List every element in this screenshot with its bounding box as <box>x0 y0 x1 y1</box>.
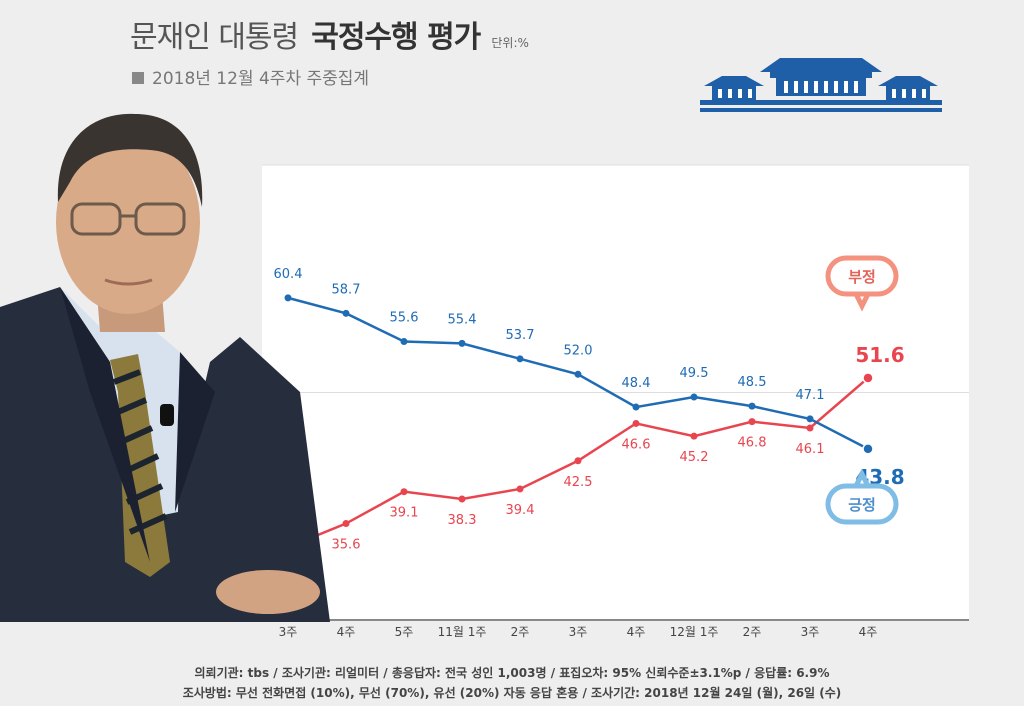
unit-label: 단위:% <box>491 36 529 50</box>
data-label-positive: 55.4 <box>448 312 477 327</box>
lapel-mic <box>160 404 174 426</box>
data-point-positive <box>632 403 640 411</box>
data-label-positive: 55.6 <box>390 311 419 326</box>
x-tick-label: 11월 1주 <box>438 625 487 639</box>
title-emphasis: 국정수행 평가 <box>311 20 481 55</box>
chart-title: 문재인 대통령 국정수행 평가 단위:% <box>130 12 529 56</box>
data-point-negative <box>690 432 698 440</box>
data-label-negative: 46.8 <box>738 436 767 451</box>
x-tick-label: 4주 <box>859 625 878 639</box>
title-main: 문재인 대통령 <box>130 20 299 55</box>
legend-label-negative: 부정 <box>848 268 876 286</box>
footnote-line-1: 의뢰기관: tbs / 조사기관: 리얼미터 / 총응답자: 전국 성인 1,0… <box>194 666 830 680</box>
x-tick-label: 4주 <box>337 625 356 639</box>
data-label-negative: 35.6 <box>332 538 361 553</box>
data-label-negative: 51.6 <box>855 343 904 367</box>
data-label-positive: 58.7 <box>332 282 361 297</box>
data-label-negative: 39.4 <box>506 503 535 518</box>
data-point-positive <box>574 370 582 378</box>
data-point-positive <box>284 294 292 302</box>
legend-bubble <box>825 255 899 297</box>
data-label-positive: 47.1 <box>796 388 825 403</box>
data-label-negative: 38.3 <box>448 513 477 528</box>
data-label-negative: 46.6 <box>622 437 651 452</box>
data-point-positive <box>342 309 350 317</box>
data-point-negative <box>516 485 524 493</box>
legend-negative: 부정 <box>825 255 899 312</box>
hair <box>57 113 203 207</box>
data-label-positive: 53.7 <box>506 328 535 343</box>
x-tick-label: 5주 <box>395 625 414 639</box>
data-label-negative: 45.2 <box>680 450 709 465</box>
legend-positive: 긍정 <box>825 468 899 525</box>
data-label-positive: 49.5 <box>680 366 709 381</box>
x-tick-label: 3주 <box>801 625 820 639</box>
data-point-negative <box>400 488 408 496</box>
data-point-positive <box>458 339 466 347</box>
data-label-negative: 46.1 <box>796 442 825 457</box>
legend-bubble <box>825 483 899 525</box>
blue-house-icon <box>700 58 942 112</box>
x-tick-label: 3주 <box>569 625 588 639</box>
suit-jacket <box>0 287 330 622</box>
data-label-positive: 48.5 <box>738 375 767 390</box>
x-tick-label: 2주 <box>743 625 762 639</box>
data-point-positive <box>400 338 408 346</box>
data-point-negative <box>574 457 582 465</box>
data-label-negative: 42.5 <box>564 475 593 490</box>
data-point-negative <box>632 419 640 427</box>
data-label-positive: 60.4 <box>274 267 303 282</box>
data-point-positive <box>862 443 874 455</box>
footnote-line-2: 조사방법: 무선 전화면접 (10%), 무선 (70%), 유선 (20%) … <box>182 686 842 700</box>
data-point-negative <box>342 520 350 528</box>
chart-subtitle: 2018년 12월 4주차 주중집계 <box>132 64 369 89</box>
x-tick-label: 4주 <box>627 625 646 639</box>
x-tick-label: 2주 <box>511 625 530 639</box>
legend-label-positive: 긍정 <box>848 496 876 514</box>
data-point-negative <box>458 495 466 503</box>
x-tick-label: 12월 1주 <box>670 625 719 639</box>
data-point-positive <box>690 393 698 401</box>
glasses <box>70 202 186 236</box>
data-label-negative: 39.1 <box>390 506 419 521</box>
data-point-positive <box>748 402 756 410</box>
x-tick-label: 3주 <box>279 625 298 639</box>
data-point-positive <box>516 355 524 363</box>
subtitle-text: 2018년 12월 4주차 주중집계 <box>152 69 370 89</box>
data-point-negative <box>862 372 874 384</box>
hands <box>216 570 320 614</box>
president-portrait <box>0 113 330 622</box>
data-point-negative <box>806 424 814 432</box>
data-point-negative <box>748 418 756 426</box>
face <box>56 130 200 314</box>
bullet-square-icon <box>132 72 144 84</box>
data-label-positive: 52.0 <box>564 343 593 358</box>
data-label-positive: 48.4 <box>622 376 651 391</box>
data-point-positive <box>806 415 814 423</box>
